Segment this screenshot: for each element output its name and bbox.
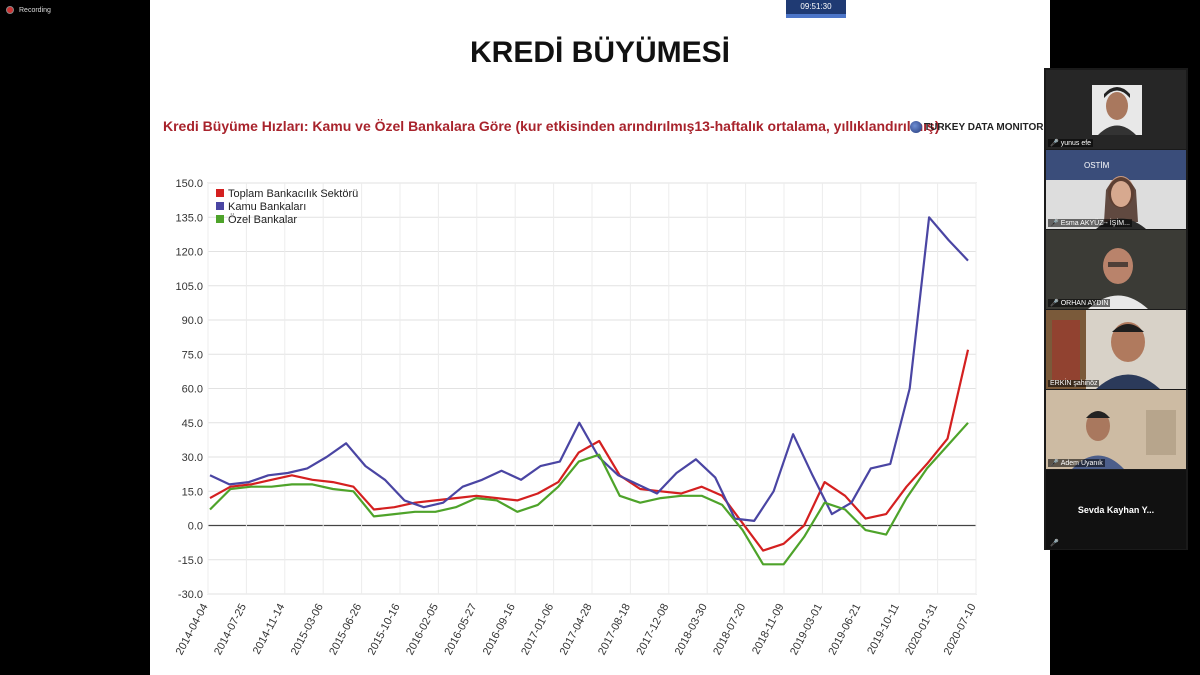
x-tick-label: 2017-01-06 bbox=[519, 602, 556, 657]
brand-logo: TURKEY DATA MONITOR bbox=[910, 121, 1043, 133]
legend-swatch bbox=[216, 189, 224, 197]
globe-icon bbox=[910, 121, 922, 133]
x-tick-label: 2019-10-11 bbox=[865, 602, 902, 657]
legend-label: Kamu Bankaları bbox=[228, 201, 306, 213]
participants-panel[interactable]: 🎤 yunus efe OSTİM 🎤 Esma AKYÜZ - İŞİM... 🎤… bbox=[1044, 68, 1188, 550]
participant-name: 🎤 ORHAN AYDIN bbox=[1048, 299, 1111, 307]
y-tick-label: 45.0 bbox=[182, 418, 203, 430]
x-tick-label: 2019-06-21 bbox=[826, 602, 863, 657]
participant-video bbox=[1046, 230, 1186, 309]
x-tick-label: 2018-07-20 bbox=[711, 602, 748, 657]
x-tick-label: 2016-02-05 bbox=[404, 602, 441, 657]
participant-name: 🎤 Esma AKYÜZ - İŞİM... bbox=[1048, 219, 1132, 227]
y-tick-label: 135.0 bbox=[175, 212, 203, 224]
participant-video bbox=[1046, 390, 1186, 469]
recording-indicator: Recording bbox=[6, 6, 51, 14]
participant-tile[interactable]: Sevda Kayhan Y... 🎤 bbox=[1046, 470, 1186, 549]
x-tick-label: 2018-11-09 bbox=[750, 602, 787, 657]
mic-muted-icon: 🎤 bbox=[1050, 460, 1059, 467]
meeting-timer: 09:51:30 bbox=[786, 0, 846, 18]
x-tick-label: 2014-11-14 bbox=[251, 602, 288, 657]
x-tick-label: 2016-09-16 bbox=[481, 602, 518, 657]
y-tick-label: 120.0 bbox=[175, 247, 203, 259]
legend-label: Toplam Bankacılık Sektörü bbox=[228, 188, 358, 200]
participant-video bbox=[1092, 85, 1142, 135]
x-tick-label: 2018-03-30 bbox=[673, 602, 710, 657]
participant-tile[interactable]: 🎤 yunus efe bbox=[1046, 70, 1186, 149]
y-tick-label: -15.0 bbox=[178, 555, 203, 567]
y-tick-label: 90.0 bbox=[182, 315, 203, 327]
participant-name: 🎤 yunus efe bbox=[1048, 139, 1094, 147]
y-tick-label: 60.0 bbox=[182, 384, 203, 396]
participant-tile[interactable]: ERKİN şahinöz bbox=[1046, 310, 1186, 389]
y-tick-label: 105.0 bbox=[175, 281, 203, 293]
shared-slide: KREDİ BÜYÜMESİ Kredi Büyüme Hızları: Kam… bbox=[150, 0, 1050, 675]
chart-subtitle: Kredi Büyüme Hızları: Kamu ve Özel Banka… bbox=[163, 118, 940, 134]
y-tick-label: 150.0 bbox=[175, 178, 203, 190]
line-chart: 150.0 135.0 120.0 105.0 90.0 75.0 60.0 45.0 30.0… bbox=[174, 178, 979, 657]
slide-title: KREDİ BÜYÜMESİ bbox=[469, 36, 731, 69]
x-tick-label: 2020-01-31 bbox=[903, 602, 940, 657]
brand-label: TURKEY DATA MONITOR bbox=[924, 121, 1044, 133]
x-tick-label: 2015-06-26 bbox=[327, 602, 364, 657]
y-tick-label: -30.0 bbox=[178, 589, 203, 601]
x-tick-label: 2020-07-10 bbox=[942, 602, 979, 657]
legend-label: Özel Bankalar bbox=[228, 214, 297, 226]
mic-muted-badge: 🎤 bbox=[1048, 539, 1061, 547]
svg-text:OSTİM: OSTİM bbox=[1084, 161, 1110, 170]
mic-muted-icon: 🎤 bbox=[1050, 220, 1059, 227]
participant-tile[interactable]: 🎤 Adem Uyanık bbox=[1046, 390, 1186, 469]
x-tick-label: 2017-12-08 bbox=[634, 602, 671, 657]
x-tick-label: 2016-05-27 bbox=[442, 602, 479, 657]
x-tick-label: 2017-08-18 bbox=[596, 602, 633, 657]
y-tick-label: 0.0 bbox=[188, 521, 203, 533]
recording-label: Recording bbox=[19, 6, 51, 14]
recording-icon bbox=[6, 6, 14, 14]
participant-tile[interactable]: 🎤 ORHAN AYDIN bbox=[1046, 230, 1186, 309]
x-tick-label: 2019-03-01 bbox=[788, 602, 825, 657]
series-line bbox=[209, 349, 970, 552]
mic-muted-icon: 🎤 bbox=[1050, 540, 1059, 547]
mic-muted-icon: 🎤 bbox=[1050, 300, 1059, 307]
y-tick-label: 75.0 bbox=[182, 349, 203, 361]
legend-swatch bbox=[216, 215, 224, 223]
participant-name-large: Sevda Kayhan Y... bbox=[1077, 505, 1155, 515]
participant-tile[interactable]: OSTİM 🎤 Esma AKYÜZ - İŞİM... bbox=[1046, 150, 1186, 229]
x-tick-label: 2017-04-28 bbox=[558, 602, 595, 657]
series-line bbox=[209, 422, 969, 566]
x-tick-label: 2014-07-25 bbox=[212, 602, 249, 657]
participant-video bbox=[1046, 310, 1160, 389]
participant-video: OSTİM bbox=[1046, 150, 1186, 229]
y-tick-label: 30.0 bbox=[182, 452, 203, 464]
participant-name: ERKİN şahinöz bbox=[1048, 380, 1100, 387]
y-tick-label: 15.0 bbox=[182, 486, 203, 498]
x-tick-label: 2015-03-06 bbox=[289, 602, 326, 657]
x-tick-label: 2014-04-04 bbox=[174, 602, 211, 657]
mic-muted-icon: 🎤 bbox=[1050, 140, 1059, 147]
participant-name: 🎤 Adem Uyanık bbox=[1048, 459, 1105, 467]
x-tick-label: 2015-10-16 bbox=[366, 602, 403, 657]
legend-swatch bbox=[216, 202, 224, 210]
